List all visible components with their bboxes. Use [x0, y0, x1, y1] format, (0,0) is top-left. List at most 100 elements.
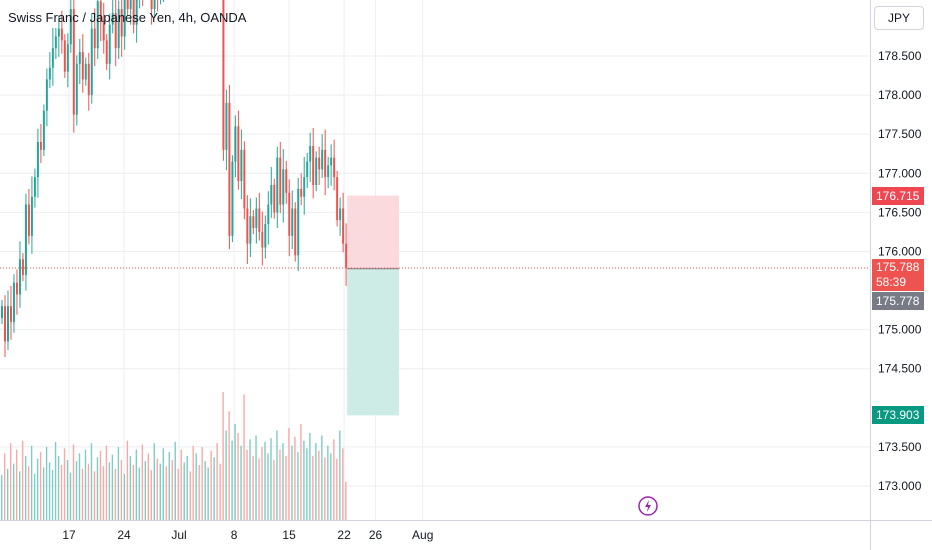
volume-bar — [162, 448, 164, 520]
volume-bar — [216, 443, 218, 520]
y-tick-label: 178.000 — [878, 88, 922, 102]
volume-bar — [291, 445, 293, 520]
volume-bar — [177, 468, 179, 520]
volume-bar — [186, 456, 188, 520]
candlestick-series — [1, 0, 348, 357]
volume-bar — [108, 462, 111, 520]
volume-bar — [255, 435, 257, 520]
candle-body — [273, 185, 276, 213]
volume-bar — [102, 466, 105, 520]
volume-bar — [123, 473, 126, 520]
volume-bar — [339, 430, 341, 520]
candle-body — [120, 9, 123, 37]
volume-bar — [81, 468, 84, 520]
volume-bar — [6, 468, 9, 520]
y-tick-label: 176.000 — [878, 244, 922, 258]
lightning-bolt — [645, 500, 651, 512]
volume-bar — [168, 452, 170, 520]
candle-body — [135, 0, 138, 25]
candle-body — [312, 145, 315, 185]
candle-body — [45, 79, 48, 111]
candle-body — [225, 102, 228, 150]
candle-body — [300, 188, 303, 197]
candle-body — [240, 149, 243, 182]
y-tick-label: 178.500 — [878, 49, 922, 63]
volume-bar — [84, 449, 87, 520]
volume-bar — [270, 438, 272, 520]
last-price-tag: 175.788 58:39 — [872, 259, 924, 292]
volume-bar — [246, 449, 248, 520]
candle-body — [321, 149, 324, 170]
volume-bar — [105, 445, 108, 520]
volume-bar — [126, 440, 129, 520]
candle-body — [18, 259, 21, 295]
volume-bar — [24, 456, 27, 520]
volume-bar — [30, 445, 33, 520]
candle-body — [342, 208, 345, 244]
candle-body — [153, 0, 156, 10]
volume-bar — [156, 458, 158, 520]
candle-body — [24, 204, 27, 275]
candle-body — [288, 192, 291, 236]
candle-body — [48, 67, 51, 80]
target-price-tag: 173.903 — [872, 406, 924, 425]
volume-bar — [195, 453, 197, 520]
candle-body — [252, 216, 255, 228]
candle-body — [6, 306, 9, 342]
lightning-icon[interactable] — [638, 496, 658, 516]
volume-bar — [153, 443, 156, 520]
volume-bar — [282, 443, 284, 520]
volume-bar — [192, 445, 194, 520]
candle-body — [309, 145, 312, 162]
candle-body — [111, 13, 114, 25]
candle-body — [69, 9, 72, 45]
candle-body — [234, 126, 237, 162]
volume-bar — [147, 453, 150, 520]
candle-body — [324, 149, 327, 178]
volume-bar — [204, 461, 206, 520]
volume-bar — [279, 449, 281, 520]
x-tick-label: 17 — [62, 528, 76, 542]
candle-body — [258, 208, 261, 232]
position-zones[interactable] — [347, 195, 399, 416]
candle-body — [327, 165, 330, 178]
candle-body — [117, 9, 120, 49]
candle-body — [126, 0, 129, 10]
volume-bar — [231, 440, 233, 520]
candle-body — [291, 208, 294, 236]
candle-body — [315, 157, 318, 185]
volume-bar — [189, 471, 191, 520]
volume-bar — [9, 443, 12, 520]
candle-body — [123, 0, 126, 37]
volume-bar — [45, 447, 48, 520]
volume-bar — [138, 467, 141, 520]
volume-bar — [66, 459, 69, 520]
volume-bar — [132, 464, 135, 520]
candle-body — [303, 177, 306, 197]
currency-button[interactable]: JPY — [874, 6, 924, 30]
candle-body — [42, 110, 45, 150]
volume-bar — [336, 458, 338, 520]
candle-body — [132, 0, 135, 25]
volume-bar — [57, 456, 60, 520]
candle-body — [318, 157, 321, 170]
candle-body — [90, 28, 93, 96]
volume-bar — [51, 470, 54, 520]
volume-bar — [129, 456, 132, 520]
volume-bar — [39, 452, 42, 520]
volume-bar — [183, 462, 185, 520]
candle-body — [78, 52, 81, 64]
x-tick-label: Jul — [171, 528, 186, 542]
candle-body — [129, 0, 132, 10]
volume-bar — [201, 447, 203, 520]
volume-bar — [1, 475, 3, 520]
volume-bar — [312, 456, 314, 520]
volume-bar — [237, 432, 239, 520]
candle-body — [15, 282, 18, 295]
y-tick-label: 177.000 — [878, 166, 922, 180]
volume-bar — [12, 463, 15, 520]
candle-body — [270, 185, 273, 205]
volume-bar — [90, 443, 93, 520]
